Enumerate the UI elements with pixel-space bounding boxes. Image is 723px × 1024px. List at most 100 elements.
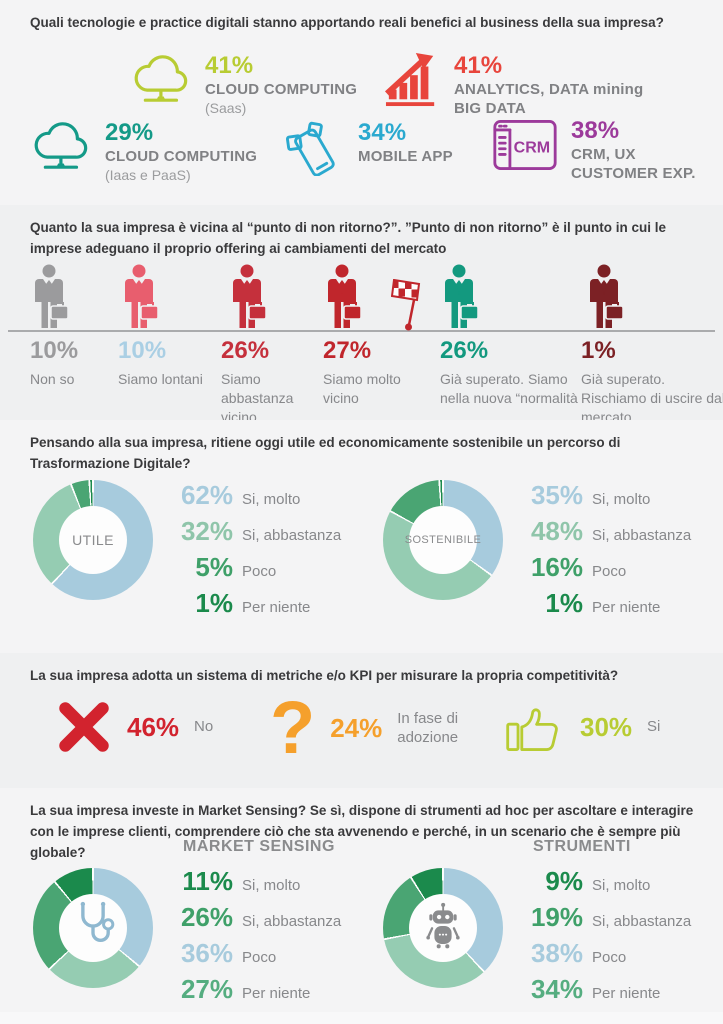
businessman-icon [228, 264, 326, 330]
step-percent: 26% [221, 337, 270, 364]
legend-row: 32% Si, abbastanza [169, 518, 341, 554]
bar-chart-arrow-icon [383, 53, 441, 107]
kpi-label: Si [647, 718, 661, 736]
section-trasformazione-digitale: Pensando alla sua impresa, ritiene oggi … [0, 420, 723, 653]
market-sensing-donut-chart [33, 868, 153, 988]
donut-hole [409, 894, 477, 962]
legend-row: 1% Per niente [519, 590, 691, 626]
step-non-so: 10% Non so [30, 264, 120, 389]
legend-row: 9% Si, molto [519, 868, 691, 904]
tech-percent: 41% [205, 52, 254, 79]
step-siamo-lontani: 10% Siamo lontani [118, 264, 218, 389]
step-percent: 10% [118, 337, 167, 364]
section-kpi: La sua impresa adotta un sistema di metr… [0, 653, 723, 788]
legend-percent: 35% [530, 480, 583, 510]
step-percent: 1% [581, 337, 616, 364]
crm-browser-icon: CRM [492, 118, 558, 172]
legend-percent: 5% [195, 552, 233, 582]
legend-percent: 36% [180, 938, 233, 968]
legend-label: Per niente [242, 599, 311, 616]
tech-item-mobile-app: 34% MOBILE APP [283, 120, 453, 176]
tech-text: 34% MOBILE APP [358, 120, 453, 167]
legend-percent: 11% [182, 866, 233, 896]
chart-title: STRUMENTI [533, 838, 631, 855]
businessman-icon [585, 264, 723, 330]
legend-label: Poco [592, 949, 627, 966]
step-percent: 10% [30, 337, 79, 364]
question-trasformazione: Pensando alla sua impresa, ritiene oggi … [30, 435, 621, 471]
question-market-sensing: La sua impresa investe in Market Sensing… [30, 803, 694, 860]
legend-label: Si, abbastanza [592, 913, 692, 930]
thumbs-up-icon [503, 697, 565, 757]
legend-label: Poco [592, 563, 627, 580]
businessman-icon [440, 264, 590, 330]
tech-percent: 29% [105, 119, 154, 146]
section-technologies: Quali tecnologie e practice digitali sta… [0, 0, 723, 205]
cloud-icon [28, 120, 92, 176]
step-abbastanza-vicino: 26% Siamo abbastanza vicino [221, 264, 326, 427]
donut-hole: UTILE [59, 506, 127, 574]
step-label: Già superato. Siamo nella nuova “normali… [440, 371, 578, 406]
chart-group-utile: UTILE 62% Si, molto 32% Si, abbastanza 5… [33, 480, 341, 626]
kpi-percent: 30% [580, 712, 633, 742]
chart-group-strumenti: STRUMENTI 9% Si, molto 19% Si, abbastanz… [383, 838, 691, 1012]
tech-subtitle: BIG DATA [454, 100, 526, 118]
tech-percent: 34% [358, 119, 407, 146]
legend-label: Si, abbastanza [242, 913, 342, 930]
sostenibile-donut-chart: SOSTENIBILE [383, 480, 503, 600]
legend: 35% Si, molto 48% Si, abbastanza 16% Poc… [519, 482, 691, 626]
checkered-flag-icon [390, 278, 431, 338]
step-gia-superato-normalita: 26% Già superato. Siamo nella nuova “nor… [440, 264, 590, 408]
tech-title: CLOUD COMPUTING [105, 148, 258, 166]
chart-group-sostenibile: SOSTENIBILE 35% Si, molto 48% Si, abbast… [383, 480, 691, 626]
legend-column: MARKET SENSING 11% Si, molto 26% Si, abb… [169, 838, 341, 1012]
step-percent: 27% [323, 337, 372, 364]
step-label: Siamo molto vicino [323, 371, 401, 406]
legend-label: Si, abbastanza [242, 527, 342, 544]
step-gia-superato-rischio: 1% Già superato. Rischiamo di uscire dal… [581, 264, 723, 427]
step-label: Siamo abbastanza vicino [221, 371, 294, 425]
cross-icon [56, 699, 112, 755]
kpi-item-no: 46% No [56, 699, 213, 755]
donut-center-label: SOSTENIBILE [404, 534, 482, 546]
chart-title: MARKET SENSING [183, 838, 335, 855]
chart-group-market-sensing: MARKET SENSING 11% Si, molto 26% Si, abb… [33, 838, 341, 1012]
tech-text: 38% CRM, UX CUSTOMER EXP. [571, 118, 696, 182]
tech-title: ANALYTICS, DATA mining [454, 81, 644, 99]
legend: 62% Si, molto 32% Si, abbastanza 5% Poco… [169, 482, 341, 626]
question-point-of-no-return: Quanto la sua impresa è vicina al “punto… [30, 220, 667, 256]
legend-percent: 19% [530, 902, 583, 932]
footer-strip [0, 1012, 723, 1024]
step-percent: 26% [440, 337, 489, 364]
legend-percent: 34% [530, 974, 583, 1004]
cloud-icon [128, 53, 192, 109]
legend-label: Per niente [592, 599, 661, 616]
legend: 9% Si, molto 19% Si, abbastanza 38% Poco… [519, 868, 691, 1012]
tech-title: MOBILE APP [358, 148, 453, 166]
legend-percent: 1% [195, 588, 233, 618]
legend-percent: 26% [180, 902, 233, 932]
legend-percent: 62% [180, 480, 233, 510]
legend-percent: 27% [180, 974, 233, 1004]
legend-row: 26% Si, abbastanza [169, 904, 341, 940]
question-kpi: La sua impresa adotta un sistema di metr… [30, 668, 619, 683]
legend-label: Si, molto [592, 491, 651, 508]
legend-column: STRUMENTI 9% Si, molto 19% Si, abbastanz… [519, 838, 691, 1012]
step-label: Già superato. Rischiamo di uscire dal me… [581, 371, 723, 425]
legend-label: Per niente [592, 985, 661, 1002]
legend-label: Si, molto [592, 877, 651, 894]
tech-subtitle: CUSTOMER EXP. [571, 165, 696, 183]
svg-text:CRM: CRM [514, 139, 550, 157]
kpi-percent: 46% [127, 712, 180, 742]
donut-center-label: UTILE [72, 532, 114, 548]
section-market-sensing: La sua impresa investe in Market Sensing… [0, 788, 723, 1024]
legend-label: Si, abbastanza [592, 527, 692, 544]
legend-row: 62% Si, molto [169, 482, 341, 518]
stethoscope-icon [66, 899, 120, 958]
legend-row: 35% Si, molto [519, 482, 691, 518]
legend-label: Per niente [242, 985, 311, 1002]
question-mark-icon: ? [270, 686, 316, 769]
businessman-icon [120, 264, 218, 330]
step-label: Non so [30, 371, 75, 387]
